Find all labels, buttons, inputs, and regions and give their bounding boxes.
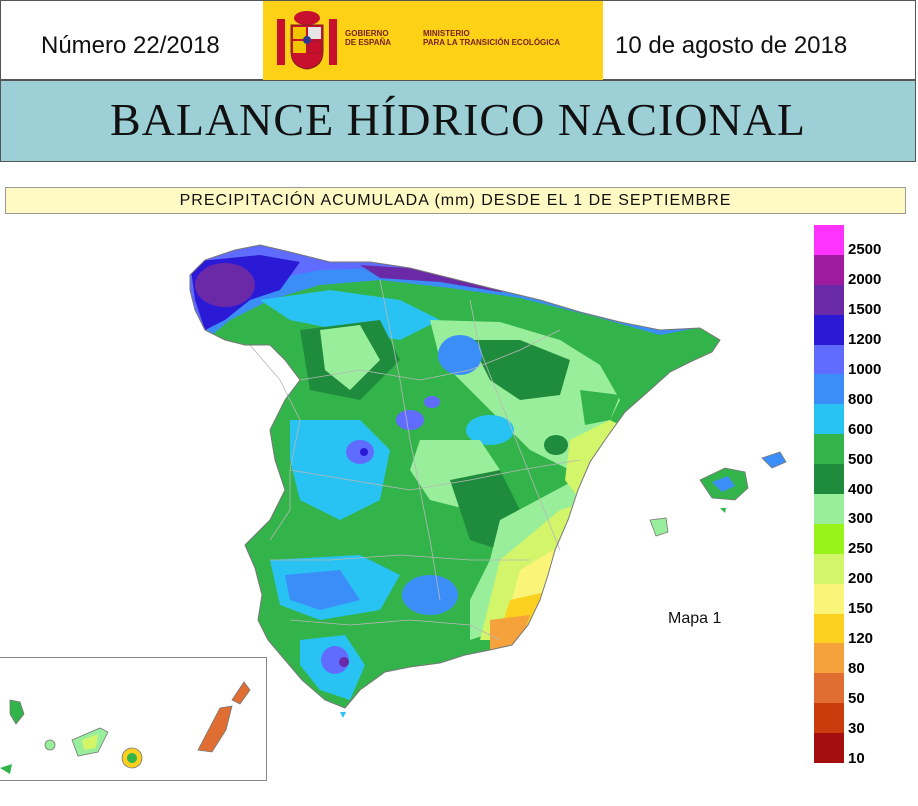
map-title: PRECIPITACIÓN ACUMULADA (mm) DESDE EL 1 … xyxy=(5,187,906,214)
government-logo: GOBIERNO DE ESPAÑA MINISTERIO PARA LA TR… xyxy=(263,1,603,81)
canary-islands-inset xyxy=(0,681,251,774)
legend-label-80: 80 xyxy=(848,659,865,677)
title-band: BALANCE HÍDRICO NACIONAL xyxy=(0,80,916,162)
legend-label-400: 400 xyxy=(848,480,874,498)
legend-label-50: 50 xyxy=(848,689,865,707)
header-bar: Número 22/2018 GOBIERNO DE ESPAÑA MINIST… xyxy=(0,0,916,81)
legend-swatch-2000 xyxy=(814,254,844,286)
legend-swatch-150 xyxy=(814,583,844,615)
legend-label-250: 250 xyxy=(848,540,874,558)
legend-swatch-250 xyxy=(814,523,844,555)
issue-number: Número 22/2018 xyxy=(41,32,220,59)
legend-swatch-800 xyxy=(814,374,844,405)
legend-swatch-1000 xyxy=(814,344,844,375)
legend-swatch-400 xyxy=(814,464,844,495)
legend-swatch-10 xyxy=(814,733,844,764)
legend-swatch-80 xyxy=(814,643,844,674)
legend-swatch-500 xyxy=(814,434,844,465)
legend-label-800: 800 xyxy=(848,390,874,408)
legend-label-30: 30 xyxy=(848,719,865,737)
legend-label-2500: 2500 xyxy=(848,241,882,259)
legend-label-300: 300 xyxy=(848,510,874,528)
legend-swatch-300 xyxy=(814,494,844,525)
legend-label-1200: 1200 xyxy=(848,331,882,349)
legend-label-1500: 1500 xyxy=(848,301,882,319)
precipitation-map xyxy=(0,244,787,774)
legend-swatch-200 xyxy=(814,553,844,585)
legend-label-120: 120 xyxy=(848,629,874,647)
legend-label-500: 500 xyxy=(848,450,874,468)
legend-label-2000: 2000 xyxy=(848,271,882,289)
legend-label-200: 200 xyxy=(848,570,874,588)
legend-swatch-1500 xyxy=(814,284,844,316)
legend-swatch-50 xyxy=(814,673,844,704)
publication-date: 10 de agosto de 2018 xyxy=(615,32,848,59)
legend-label-600: 600 xyxy=(848,420,874,438)
legend-label-10: 10 xyxy=(848,749,865,767)
legend-swatch-30 xyxy=(814,703,844,734)
government-name: GOBIERNO DE ESPAÑA xyxy=(345,29,392,47)
legend-swatch-120 xyxy=(814,613,844,644)
page-title: BALANCE HÍDRICO NACIONAL xyxy=(109,94,807,145)
canary-islands-frame xyxy=(0,657,267,781)
ministry-name: MINISTERIO PARA LA TRANSICIÓN ECOLÓGICA xyxy=(423,29,561,47)
legend-swatch-2500 xyxy=(814,225,844,256)
legend-label-150: 150 xyxy=(848,600,874,618)
legend-swatch-1200 xyxy=(814,314,844,346)
map-number-label: Mapa 1 xyxy=(668,610,722,627)
coat-of-arms-icon xyxy=(277,11,337,70)
legend-swatch-600 xyxy=(814,404,844,435)
legend-label-1000: 1000 xyxy=(848,360,882,378)
